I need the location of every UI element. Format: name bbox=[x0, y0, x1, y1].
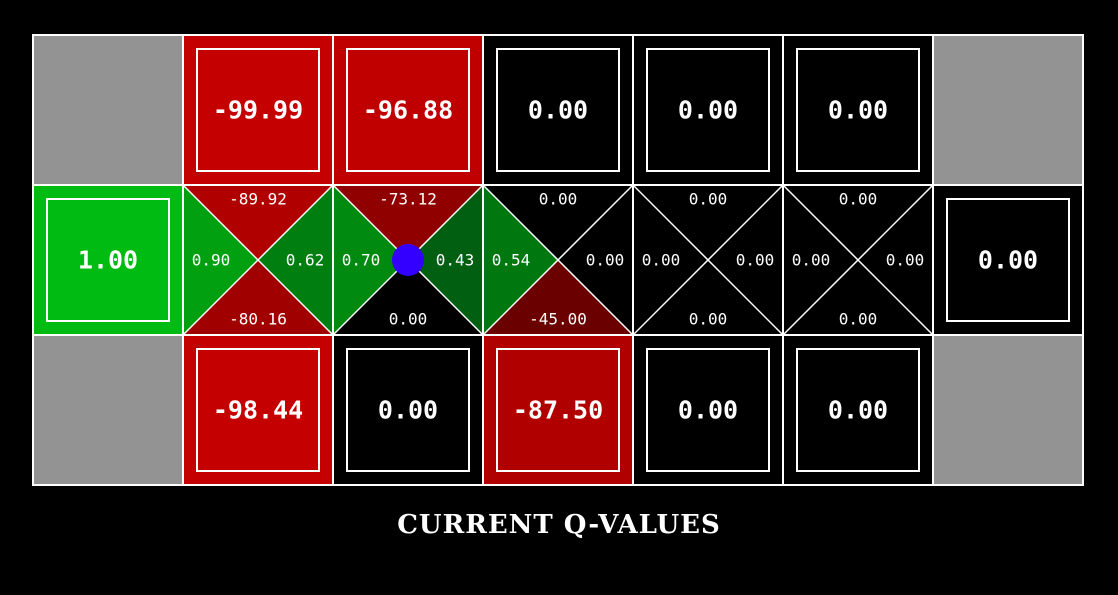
wall-cell bbox=[33, 35, 183, 185]
state-cell bbox=[633, 35, 783, 185]
q-value-down: 0.00 bbox=[839, 310, 878, 329]
state-value: -96.88 bbox=[363, 96, 453, 125]
state-inner-frame bbox=[346, 48, 470, 172]
wall-cell bbox=[33, 335, 183, 485]
q-triangle-left bbox=[483, 185, 558, 335]
q-triangle-left bbox=[333, 185, 408, 335]
state-value: 0.00 bbox=[828, 96, 888, 125]
state-inner-frame bbox=[196, 348, 320, 472]
q-value-right: 0.00 bbox=[886, 251, 925, 270]
state-value: 0.00 bbox=[828, 396, 888, 425]
q-diagonal bbox=[182, 184, 334, 336]
q-value-up: -73.12 bbox=[379, 190, 437, 209]
q-triangle-down bbox=[633, 260, 783, 335]
state-cell bbox=[783, 35, 933, 185]
state-cell bbox=[333, 35, 483, 185]
state-inner-frame bbox=[796, 348, 920, 472]
state-inner-frame bbox=[496, 348, 620, 472]
q-value-up: -89.92 bbox=[229, 190, 287, 209]
q-value-left: 0.00 bbox=[642, 251, 681, 270]
q-triangle-right bbox=[558, 185, 633, 335]
q-triangle-up bbox=[183, 185, 333, 260]
q-triangle-up bbox=[783, 185, 933, 260]
q-value-down: 0.00 bbox=[389, 310, 428, 329]
q-diagonal bbox=[632, 184, 784, 336]
state-inner-frame bbox=[196, 48, 320, 172]
state-value: 0.00 bbox=[978, 246, 1038, 275]
q-value-up: 0.00 bbox=[689, 190, 728, 209]
q-triangle-up bbox=[633, 185, 783, 260]
q-diagonal bbox=[482, 184, 634, 336]
q-value-left: 0.70 bbox=[342, 251, 381, 270]
q-triangle-down bbox=[783, 260, 933, 335]
state-cell bbox=[183, 35, 333, 185]
state-inner-frame bbox=[646, 48, 770, 172]
q-triangle-right bbox=[258, 185, 333, 335]
state-cell bbox=[783, 335, 933, 485]
q-triangle-down bbox=[333, 260, 483, 335]
state-value: 0.00 bbox=[528, 96, 588, 125]
state-inner-frame bbox=[796, 48, 920, 172]
q-value-grid: -99.99 -96.88 0.00 0.00 0.00 1.00 -89.92 0.62 -8… bbox=[32, 34, 1084, 486]
wall-cell bbox=[933, 335, 1083, 485]
q-triangle-left bbox=[633, 185, 708, 335]
state-cell bbox=[483, 35, 633, 185]
q-value-right: 0.00 bbox=[586, 251, 625, 270]
q-value-right: 0.62 bbox=[286, 251, 325, 270]
q-triangle-left bbox=[183, 185, 258, 335]
state-cell bbox=[33, 185, 183, 335]
q-value-up: 0.00 bbox=[539, 190, 578, 209]
q-value-left: 0.54 bbox=[492, 251, 531, 270]
q-triangle-down bbox=[183, 260, 333, 335]
q-diagonal bbox=[782, 184, 934, 336]
cell-border bbox=[932, 334, 1084, 486]
q-value-left: 0.00 bbox=[792, 251, 831, 270]
q-value-right: 0.00 bbox=[736, 251, 775, 270]
state-value: 1.00 bbox=[78, 246, 138, 275]
q-triangle-right bbox=[858, 185, 933, 335]
state-value: 0.00 bbox=[378, 396, 438, 425]
q-triangle-down bbox=[483, 260, 633, 335]
state-value: -87.50 bbox=[513, 396, 603, 425]
q-triangle-right bbox=[708, 185, 783, 335]
q-triangle-left bbox=[783, 185, 858, 335]
q-value-down: 0.00 bbox=[689, 310, 728, 329]
q-value-up: 0.00 bbox=[839, 190, 878, 209]
grid-caption: CURRENT Q-VALUES bbox=[397, 510, 721, 540]
state-value: -98.44 bbox=[213, 396, 303, 425]
q-value-left: 0.90 bbox=[192, 251, 231, 270]
state-inner-frame bbox=[946, 198, 1070, 322]
state-inner-frame bbox=[46, 198, 170, 322]
state-cell bbox=[483, 335, 633, 485]
agent-marker bbox=[392, 244, 424, 276]
state-value: -99.99 bbox=[213, 96, 303, 125]
state-cell bbox=[183, 335, 333, 485]
q-triangle-up bbox=[483, 185, 633, 260]
q-triangle-up bbox=[333, 185, 483, 260]
state-inner-frame bbox=[496, 48, 620, 172]
q-value-down: -45.00 bbox=[529, 310, 587, 329]
q-value-right: 0.43 bbox=[436, 251, 475, 270]
state-cell bbox=[933, 185, 1083, 335]
q-value-down: -80.16 bbox=[229, 310, 287, 329]
state-value: 0.00 bbox=[678, 96, 738, 125]
wall-cell bbox=[933, 35, 1083, 185]
q-triangle-right bbox=[408, 185, 483, 335]
state-inner-frame bbox=[346, 348, 470, 472]
state-cell bbox=[633, 335, 783, 485]
state-inner-frame bbox=[646, 348, 770, 472]
state-cell bbox=[333, 335, 483, 485]
state-value: 0.00 bbox=[678, 396, 738, 425]
